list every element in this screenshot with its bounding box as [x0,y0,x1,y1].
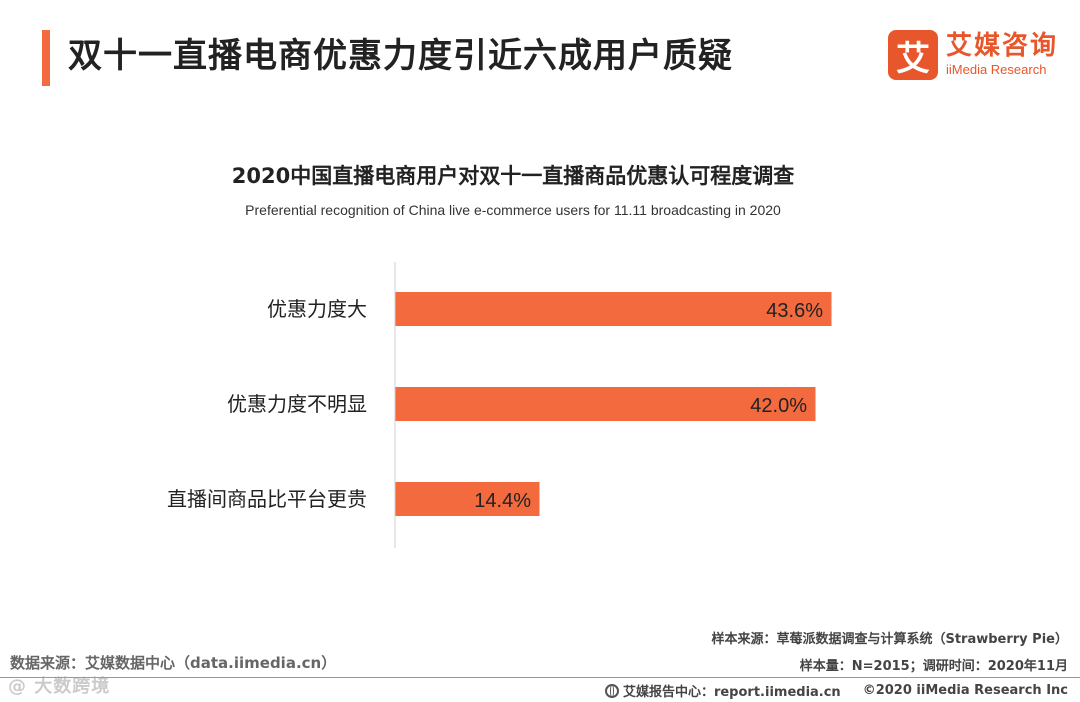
brand-name: 艾媒咨询 [946,31,1059,61]
globe-icon [604,683,619,698]
title-accent-bar [42,30,50,86]
bar-1 [395,387,816,421]
sample-source: 样本来源：草莓派数据调查与计算系统（Strawberry Pie） [711,632,1068,647]
value-label-2: 14.4% [474,490,531,512]
chart-title: 2020中国直播电商用户对双十一直播商品优惠认可程度调查 [231,164,795,188]
value-label-0: 43.6% [766,300,823,322]
report-center: 艾媒报告中心：report.iimedia.cn [622,685,841,700]
chart-subtitle: Preferential recognition of China live e… [245,202,781,218]
watermark: @ 大数跨境 [8,676,111,697]
bar-2 [395,482,540,516]
copyright: ©2020 iiMedia Research Inc [862,683,1068,698]
category-label-0: 优惠力度大 [267,297,367,321]
brand-logo: 艾 艾媒咨询 iiMedia Research [888,30,1068,82]
data-source: 数据来源：艾媒数据中心（data.iimedia.cn） [10,654,337,672]
value-label-1: 42.0% [750,395,807,417]
brand-mark-icon: 艾 [888,30,938,80]
page-title: 双十一直播电商优惠力度引近六成用户质疑 [68,36,733,76]
sample-info: 样本量：N=2015；调研时间：2020年11月 [799,659,1068,674]
bar-0 [395,292,832,326]
footer-bottom: 艾媒报告中心：report.iimedia.cn ©2020 iiMedia R… [604,681,1068,700]
footer-divider [0,677,1080,678]
category-label-2: 直播间商品比平台更贵 [167,487,367,511]
brand-name-en: iiMedia Research [946,62,1047,77]
category-label-1: 优惠力度不明显 [227,392,367,416]
